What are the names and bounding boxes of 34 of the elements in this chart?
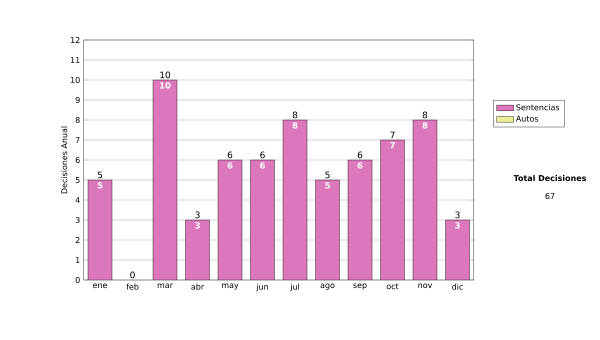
data-label: 8 <box>292 122 298 129</box>
data-label: 5 <box>325 182 330 188</box>
data-label: 6 <box>260 162 265 169</box>
bar <box>186 220 210 280</box>
total-label: 3 <box>195 212 200 218</box>
total-label: 6 <box>358 152 362 158</box>
data-label: 5 <box>98 182 102 188</box>
bar <box>283 120 308 280</box>
bar <box>218 160 242 280</box>
data-label: 8 <box>422 122 428 129</box>
data-label: 6 <box>228 162 232 169</box>
data-label: 3 <box>195 222 200 229</box>
bar <box>250 160 275 280</box>
data-label: 6 <box>358 162 362 169</box>
bar <box>88 180 112 280</box>
data-label: 7 <box>390 142 395 148</box>
bar <box>316 180 340 280</box>
total-label: 5 <box>98 172 102 178</box>
total-label: 8 <box>422 112 428 118</box>
total-label: 10 <box>160 72 170 78</box>
total-label: 6 <box>228 152 232 158</box>
bar <box>348 160 372 280</box>
bar <box>413 120 438 280</box>
total-label: 3 <box>455 212 460 218</box>
bar <box>445 220 470 280</box>
bar <box>380 140 405 280</box>
total-label: 6 <box>260 152 265 158</box>
data-label: 10 <box>160 82 170 89</box>
total-label: 7 <box>390 132 395 138</box>
total-label: 0 <box>130 272 135 278</box>
data-label: 3 <box>455 222 460 229</box>
total-label: 8 <box>292 112 298 118</box>
bar <box>153 80 178 280</box>
total-label: 5 <box>325 172 330 178</box>
